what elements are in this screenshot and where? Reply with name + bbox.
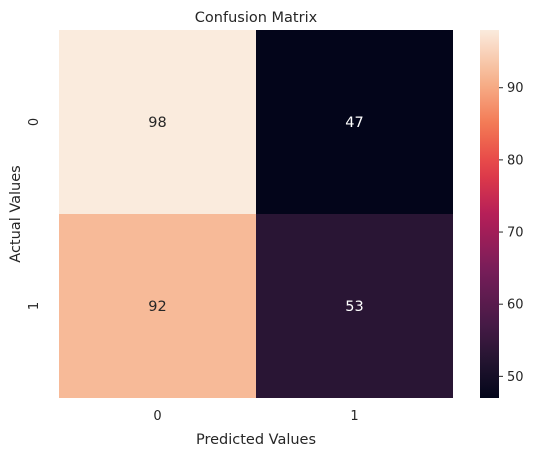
- colorbar-tick-label: 90: [507, 81, 524, 96]
- heatmap-cell-1-0: [59, 214, 256, 398]
- cell-value-0-0: 98: [148, 115, 166, 131]
- x-tick-label: 0: [153, 409, 161, 424]
- colorbar-ticks: 50 60 70 80 90: [499, 81, 524, 385]
- heatmap-cell-1-1: [256, 214, 453, 398]
- chart-title: Confusion Matrix: [195, 10, 318, 26]
- y-axis-label: Actual Values: [8, 165, 24, 262]
- x-tick-label: 1: [350, 409, 358, 424]
- colorbar-tick-label: 70: [507, 226, 524, 241]
- heatmap-cells: 98 47 92 53: [59, 30, 453, 398]
- y-tick-label: 1: [27, 302, 42, 310]
- heatmap-cell-0-1: [256, 30, 453, 214]
- cell-value-1-0: 92: [148, 299, 166, 315]
- heatmap-cell-0-0: [59, 30, 256, 214]
- x-axis-label: Predicted Values: [196, 432, 316, 448]
- colorbar-tick-label: 80: [507, 153, 524, 168]
- colorbar-tick-label: 50: [507, 370, 524, 385]
- cell-value-1-1: 53: [345, 299, 363, 315]
- y-tick-label: 0: [27, 118, 42, 126]
- colorbar: [480, 30, 499, 398]
- cell-value-0-1: 47: [345, 115, 363, 131]
- y-axis-ticks: 01: [27, 118, 42, 310]
- colorbar-tick-label: 60: [507, 298, 524, 313]
